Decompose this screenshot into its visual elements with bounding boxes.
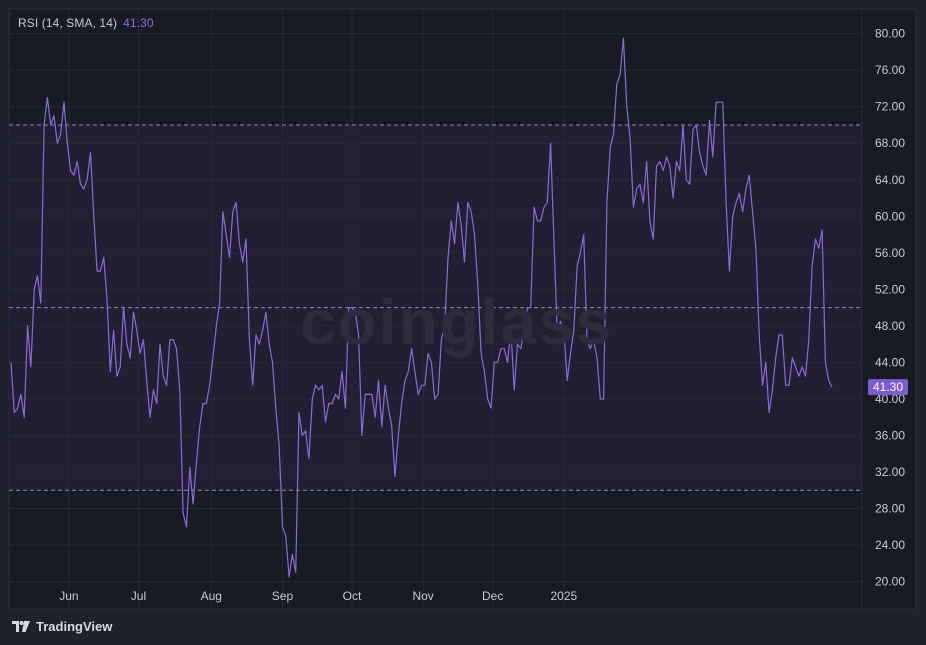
- tradingview-logo-icon: [12, 621, 30, 632]
- x-tick-label: Oct: [343, 589, 362, 603]
- x-tick-label: Dec: [482, 589, 503, 603]
- brand-name: TradingView: [36, 619, 113, 634]
- y-tick-label: 44.00: [875, 355, 905, 369]
- y-tick-label: 68.00: [875, 136, 905, 150]
- rsi-series-line: [10, 37, 833, 578]
- indicator-name: RSI (14, SMA, 14): [18, 16, 118, 30]
- indicator-value: 41.30: [123, 16, 154, 30]
- y-tick-label: 48.00: [875, 319, 905, 333]
- x-tick-label: Aug: [201, 589, 222, 603]
- watermark-logo: coinglass: [300, 286, 614, 358]
- y-tick-label: 52.00: [875, 282, 905, 296]
- y-tick-label: 76.00: [875, 63, 905, 77]
- y-tick-label: 72.00: [875, 100, 905, 114]
- y-tick-label: 56.00: [875, 246, 905, 260]
- x-tick-label: Nov: [412, 589, 433, 603]
- indicator-legend[interactable]: RSI (14, SMA, 14) 41.30: [18, 16, 154, 30]
- x-tick-label: Sep: [272, 589, 294, 603]
- x-tick-label: Jul: [131, 589, 146, 603]
- y-tick-label: 64.00: [875, 173, 905, 187]
- current-value-label: 41.30: [873, 380, 903, 394]
- y-tick-label: 32.00: [875, 465, 905, 479]
- y-tick-label: 28.00: [875, 502, 905, 516]
- y-tick-label: 36.00: [875, 428, 905, 442]
- tradingview-brand[interactable]: TradingView: [12, 619, 112, 634]
- current-value-badge: 41.30: [868, 379, 908, 396]
- y-tick-label: 24.00: [875, 538, 905, 552]
- y-tick-label: 80.00: [875, 27, 905, 41]
- x-tick-label: Jun: [59, 589, 78, 603]
- y-tick-label: 40.00: [875, 392, 905, 406]
- y-tick-label: 60.00: [875, 209, 905, 223]
- y-tick-label: 20.00: [875, 575, 905, 589]
- x-tick-label: 2025: [550, 589, 577, 603]
